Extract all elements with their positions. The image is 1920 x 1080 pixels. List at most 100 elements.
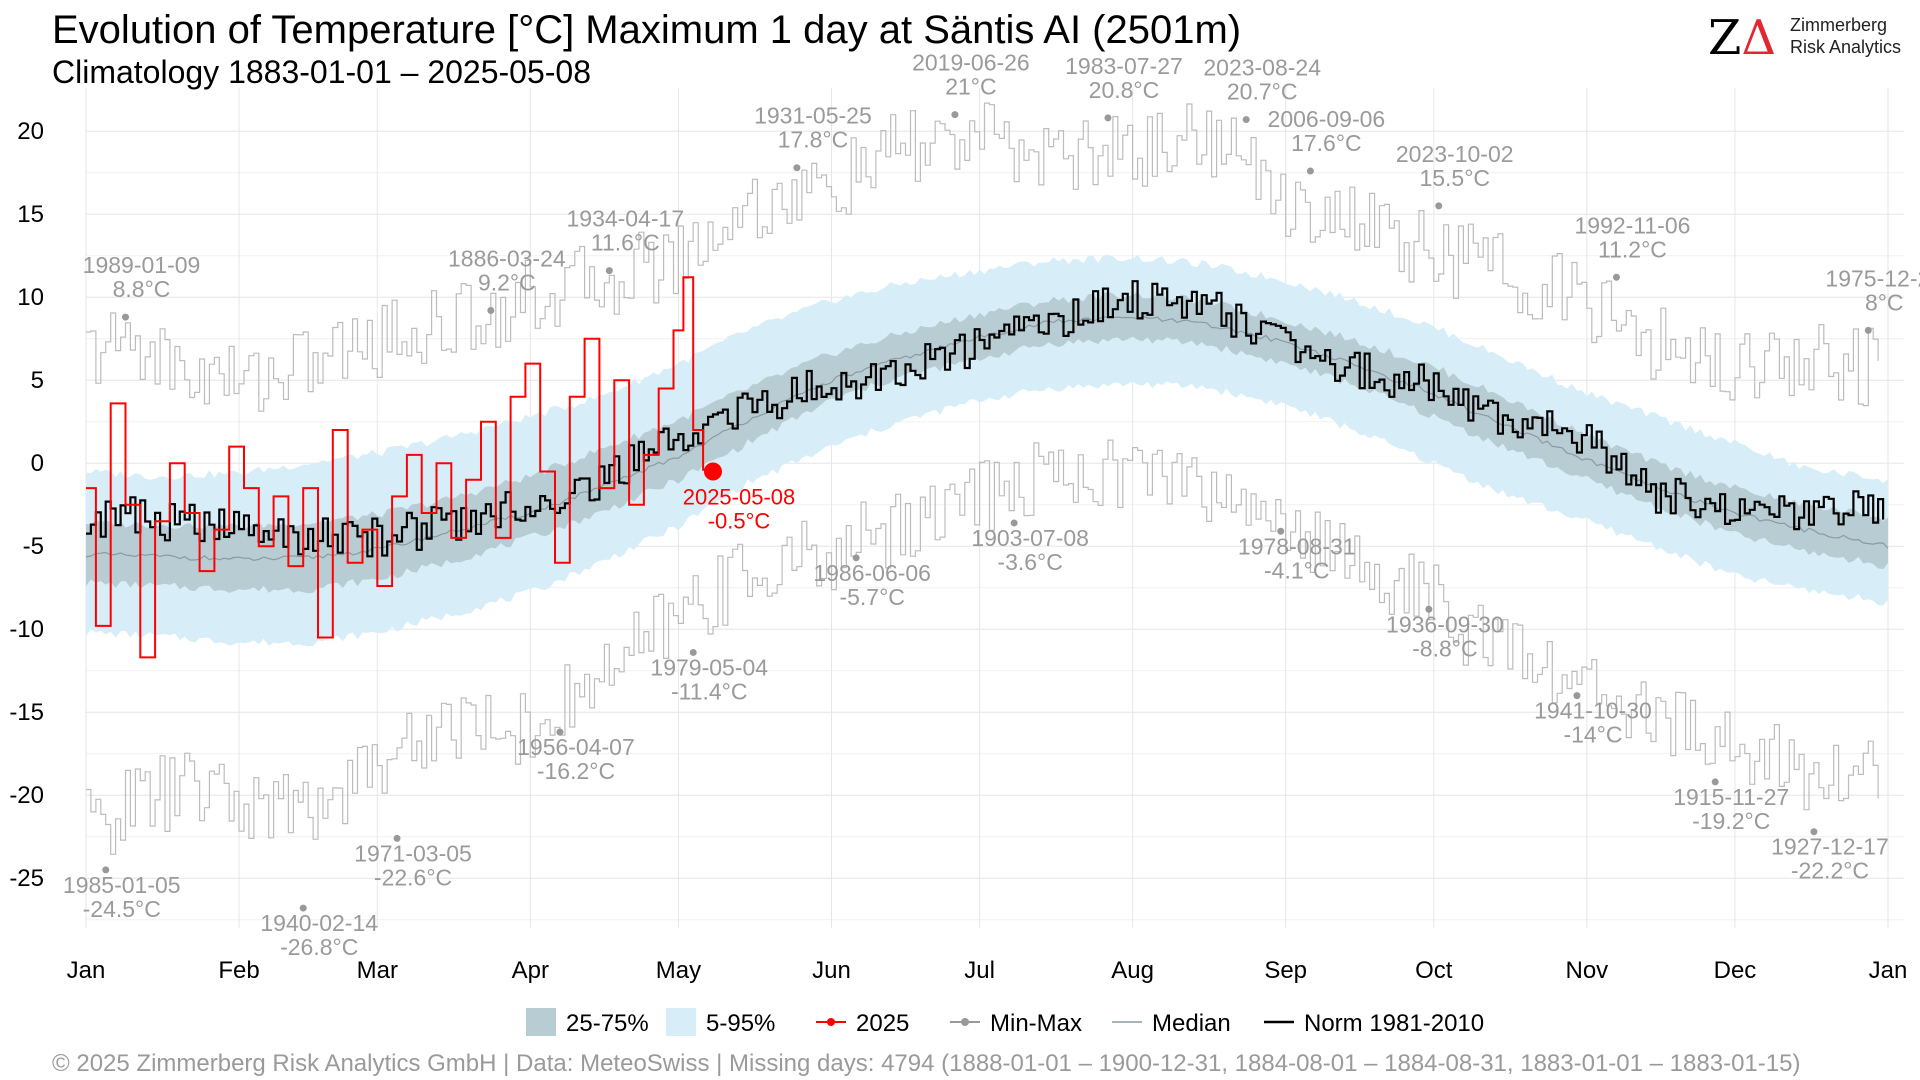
record-point [1306,167,1314,175]
record-point [793,164,801,172]
record-annotations: 2025-05-08-0.5°C 1989-01-098.8°C 1886-03-2… [63,50,1920,960]
record-value: 17.8°C [778,127,849,153]
record-date: 1903-07-08 [971,525,1089,551]
record-value: -5.7°C [839,584,904,610]
x-tick-label: Jan [1869,957,1908,984]
y-tick-label: -25 [9,865,44,892]
record-point [689,648,697,656]
record-point [299,904,307,912]
record-value: -14°C [1563,722,1622,748]
logo-mark: ZΔ [1708,12,1776,64]
record-value: -3.6°C [997,549,1062,575]
record-date: 1978-08-31 [1238,533,1356,559]
record-point [556,728,564,736]
legend-label: Norm 1981-2010 [1304,1010,1484,1037]
record-date: 1992-11-06 [1574,212,1690,238]
legend-label: Min-Max [990,1010,1082,1037]
record-value: 8.8°C [113,276,171,302]
percentile-bands [86,254,1888,647]
y-tick-label: 15 [17,201,44,228]
y-tick-label: -5 [23,533,44,560]
record-point [1573,692,1581,700]
record-value: 21°C [945,74,996,100]
legend-swatch-minmax-dot [961,1018,969,1026]
record-point [1435,202,1443,210]
record-date: 1979-05-04 [650,654,768,680]
max-record-line [86,102,1879,412]
y-tick-label: 5 [31,367,44,394]
record-value: 20.8°C [1089,77,1160,103]
record-date: 1940-02-14 [260,910,378,936]
min-record-line [86,439,1879,855]
record-date: 2006-09-06 [1268,106,1386,132]
logo-name-line2: Risk Analytics [1790,37,1902,57]
record-date: 1915-11-27 [1673,784,1789,810]
chart-subtitle: Climatology 1883-01-01 – 2025-05-08 [52,54,592,90]
band-5-95 [86,254,1888,647]
record-date: 1971-03-05 [354,840,472,866]
record-point [852,554,860,562]
record-value: 20.7°C [1227,79,1298,105]
logo-name: Zimmerberg Risk Analytics [1790,14,1901,58]
y-tick-label: 20 [17,118,44,145]
record-value: -16.2°C [537,758,615,784]
legend-label: Median [1152,1010,1231,1037]
y-tick-label: -20 [9,782,44,809]
record-value: 9.2°C [478,269,536,295]
legend-swatch-band5 [666,1008,696,1036]
band-25-75 [86,291,1888,594]
y-tick-label: -15 [9,699,44,726]
logo-name-line1: Zimmerberg [1790,15,1888,35]
x-tick-label: Jun [812,957,851,984]
footer-credits: © 2025 Zimmerberg Risk Analytics GmbH | … [52,1050,1801,1077]
x-tick-label: Feb [218,957,259,984]
record-point [1242,116,1250,124]
x-tick-label: Oct [1415,957,1453,984]
x-tick-label: Nov [1566,957,1609,984]
y-tick-label: 0 [31,450,44,477]
record-point [393,834,401,842]
record-date: 1941-10-30 [1534,698,1652,724]
record-value: -22.6°C [374,864,452,890]
record-value: 11.2°C [1598,236,1667,262]
record-point [1277,527,1285,535]
current-point [703,462,722,481]
record-value: -26.8°C [280,934,358,960]
record-point [605,267,613,275]
record-point [1810,828,1818,836]
record-point [951,111,959,119]
record-date: 1931-05-25 [754,103,872,129]
record-date: 1886-03-24 [448,245,566,271]
legend-label: 5-95% [706,1010,775,1037]
record-point [1104,114,1112,122]
record-date: 1986-06-06 [813,560,931,586]
record-value: -24.5°C [83,896,161,922]
x-tick-label: Apr [512,957,549,984]
chart-title: Evolution of Temperature [°C] Maximum 1 … [52,8,1242,52]
x-tick-label: Dec [1714,957,1757,984]
y-tick-label: 10 [17,284,44,311]
record-point [1864,326,1872,334]
legend: 25-75% 5-95% 2025 Min-Max Median Norm 1981-20… [526,1008,1484,1037]
record-point [1425,605,1433,613]
record-value: -4.1°C [1264,557,1329,583]
record-point [1612,273,1620,281]
legend-swatch-band25 [526,1008,556,1036]
record-value: 15.5°C [1419,165,1490,191]
record-date: 1975-12-28 [1825,265,1920,291]
record-date: 1983-07-27 [1065,53,1183,79]
record-date: 2023-10-02 [1396,141,1514,167]
record-date: 2023-08-24 [1203,55,1321,81]
record-value: 11.6°C [591,230,660,256]
axis-tick-labels: 20 15 10 5 0 -5 -10 -15 -20 -25 Jan Feb Mar Apr May Jun… [9,118,1907,984]
record-point [102,866,110,874]
record-date: 1936-09-30 [1386,611,1504,637]
record-date: 2019-06-26 [912,50,1030,76]
x-tick-label: Jan [67,957,106,984]
company-logo: ZΔ Zimmerberg Risk Analytics [1708,12,1908,64]
x-tick-label: Jul [964,957,995,984]
x-tick-label: Aug [1111,957,1154,984]
norm-line [86,280,1885,558]
legend-label: 2025 [856,1010,909,1037]
